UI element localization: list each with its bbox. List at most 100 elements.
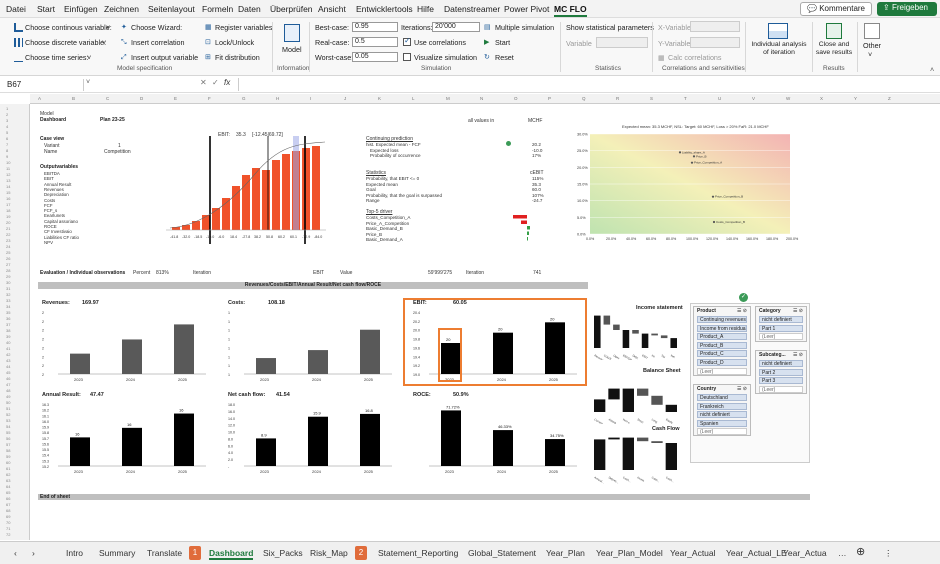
tab-year-plan-model[interactable]: Year_Plan_Model	[596, 548, 663, 558]
column-header[interactable]: V	[752, 96, 756, 101]
row-header[interactable]: 46	[6, 376, 11, 381]
row-header[interactable]: 71	[6, 526, 11, 531]
calc-correlations-button[interactable]: Calc correlations	[668, 53, 722, 62]
slicer-item[interactable]: (Leer)	[697, 428, 747, 436]
slicer-item[interactable]: Income from residual bo...	[697, 324, 747, 332]
row-header[interactable]: 43	[6, 358, 11, 363]
row-header[interactable]: 51	[6, 406, 11, 411]
choose-discrete-button[interactable]: Choose discrete variable:	[25, 38, 107, 47]
column-header[interactable]: N	[480, 96, 484, 101]
row-header[interactable]: 68	[6, 508, 11, 513]
row-header[interactable]: 58	[6, 448, 11, 453]
slicer-item[interactable]: Product_D	[697, 359, 747, 366]
row-header[interactable]: 29	[6, 274, 11, 279]
formula-input[interactable]	[238, 78, 938, 91]
tab-risk-map[interactable]: Risk_Map	[310, 548, 348, 558]
slicer-item[interactable]: Part 1	[759, 324, 803, 332]
other-button[interactable]: Other	[863, 41, 881, 50]
multiple-simulation-button[interactable]: Multiple simulation	[495, 23, 555, 32]
x-variable-dropdown[interactable]	[690, 21, 740, 32]
individual-analysis-button[interactable]: Individual analysis of iteration	[751, 41, 807, 56]
model-button[interactable]: Model	[282, 45, 302, 54]
column-header[interactable]: O	[514, 96, 518, 101]
menu-powerpivot[interactable]: Power Pivot	[504, 4, 550, 14]
slicer-item[interactable]: (Leer)	[759, 385, 803, 393]
row-header[interactable]: 57	[6, 442, 11, 447]
row-header[interactable]: 13	[6, 178, 11, 183]
column-header[interactable]: T	[684, 96, 687, 101]
tab-year-plan[interactable]: Year_Plan	[546, 548, 585, 558]
tab-year-actual-le[interactable]: Year_Actual_LE	[726, 548, 787, 558]
tab-statement-reporting[interactable]: Statement_Reporting	[378, 548, 459, 558]
fx-icon[interactable]: fx	[224, 78, 231, 87]
tab-year-actua[interactable]: Year_Actua	[783, 548, 827, 558]
use-correlations-checkbox[interactable]	[403, 36, 411, 46]
chevron-down-icon[interactable]: ˅	[87, 53, 92, 62]
row-header[interactable]: 39	[6, 334, 11, 339]
row-header[interactable]: 28	[6, 268, 11, 273]
row-header[interactable]: 44	[6, 364, 11, 369]
row-header[interactable]: 72	[6, 532, 11, 537]
slicer-item[interactable]: Deutschland	[697, 394, 747, 401]
column-header[interactable]: F	[208, 96, 211, 101]
column-header[interactable]: H	[276, 96, 280, 101]
tab-year-actual[interactable]: Year_Actual	[670, 548, 716, 558]
row-header[interactable]: 66	[6, 496, 11, 501]
slicer-item[interactable]: nicht definiert	[697, 411, 747, 419]
row-header[interactable]: 61	[6, 466, 11, 471]
row-header[interactable]: 14	[6, 184, 11, 189]
close-save-results-button[interactable]: Close and save results	[815, 41, 853, 56]
insert-output-button[interactable]: Insert output variable	[131, 53, 199, 62]
row-header[interactable]: 54	[6, 424, 11, 429]
row-header[interactable]: 59	[6, 454, 11, 459]
column-header[interactable]: B	[72, 96, 76, 101]
row-header[interactable]: 25	[6, 250, 11, 255]
row-header[interactable]: 2	[6, 112, 9, 117]
menu-ueberpruefen[interactable]: Überprüfen	[270, 4, 313, 14]
row-header[interactable]: 19	[6, 214, 11, 219]
row-header[interactable]: 40	[6, 340, 11, 345]
slicer-item[interactable]: nicht definiert	[759, 316, 803, 323]
column-header[interactable]: X	[820, 96, 824, 101]
row-header[interactable]: 64	[6, 484, 11, 489]
slicer-item[interactable]: Frankreich	[697, 402, 747, 410]
row-header[interactable]: 18	[6, 208, 11, 213]
row-header[interactable]: 45	[6, 370, 11, 375]
refresh-ok-icon[interactable]: ✓	[739, 293, 748, 302]
variant-value[interactable]: 1	[118, 143, 121, 149]
tab-summary[interactable]: Summary	[99, 548, 136, 558]
start-button[interactable]: Start	[495, 38, 511, 47]
row-header[interactable]: 10	[6, 160, 11, 165]
tab-scroll-left-icon[interactable]: ‹	[14, 548, 17, 558]
row-header[interactable]: 15	[6, 190, 11, 195]
row-header[interactable]: 6	[6, 136, 9, 141]
menu-datenstreamer[interactable]: Datenstreamer	[444, 4, 501, 14]
menu-daten[interactable]: Daten	[238, 4, 261, 14]
column-header[interactable]: M	[446, 96, 450, 101]
column-header[interactable]: P	[548, 96, 552, 101]
row-header[interactable]: 69	[6, 514, 11, 519]
column-header[interactable]: J	[344, 96, 347, 101]
share-button[interactable]: ⇪ Freigeben	[877, 2, 937, 16]
row-header[interactable]: 50	[6, 400, 11, 405]
row-header[interactable]: 16	[6, 196, 11, 201]
slicer-filter-icon[interactable]: ☰ ⊘	[736, 386, 747, 392]
comments-button[interactable]: 💬 Kommentare	[800, 2, 872, 16]
row-header[interactable]: 47	[6, 382, 11, 387]
row-header[interactable]: 23	[6, 238, 11, 243]
row-header[interactable]: 1	[6, 106, 9, 111]
real-case-input[interactable]: 0.5	[352, 37, 398, 47]
slicer-item[interactable]: Spanien	[697, 419, 747, 427]
chevron-down-icon[interactable]: ˅	[868, 50, 873, 59]
slicer-item[interactable]: Continuing revenues	[697, 316, 747, 323]
menu-zeichnen[interactable]: Zeichnen	[104, 4, 139, 14]
column-header[interactable]: Z	[888, 96, 891, 101]
row-header[interactable]: 52	[6, 412, 11, 417]
column-header[interactable]: Y	[854, 96, 858, 101]
tab-scroll-right-icon[interactable]: ›	[32, 548, 35, 558]
column-header[interactable]: S	[650, 96, 654, 101]
tab-more-icon[interactable]: …	[838, 548, 847, 558]
row-header[interactable]: 63	[6, 478, 11, 483]
menu-hilfe[interactable]: Hilfe	[417, 4, 435, 14]
